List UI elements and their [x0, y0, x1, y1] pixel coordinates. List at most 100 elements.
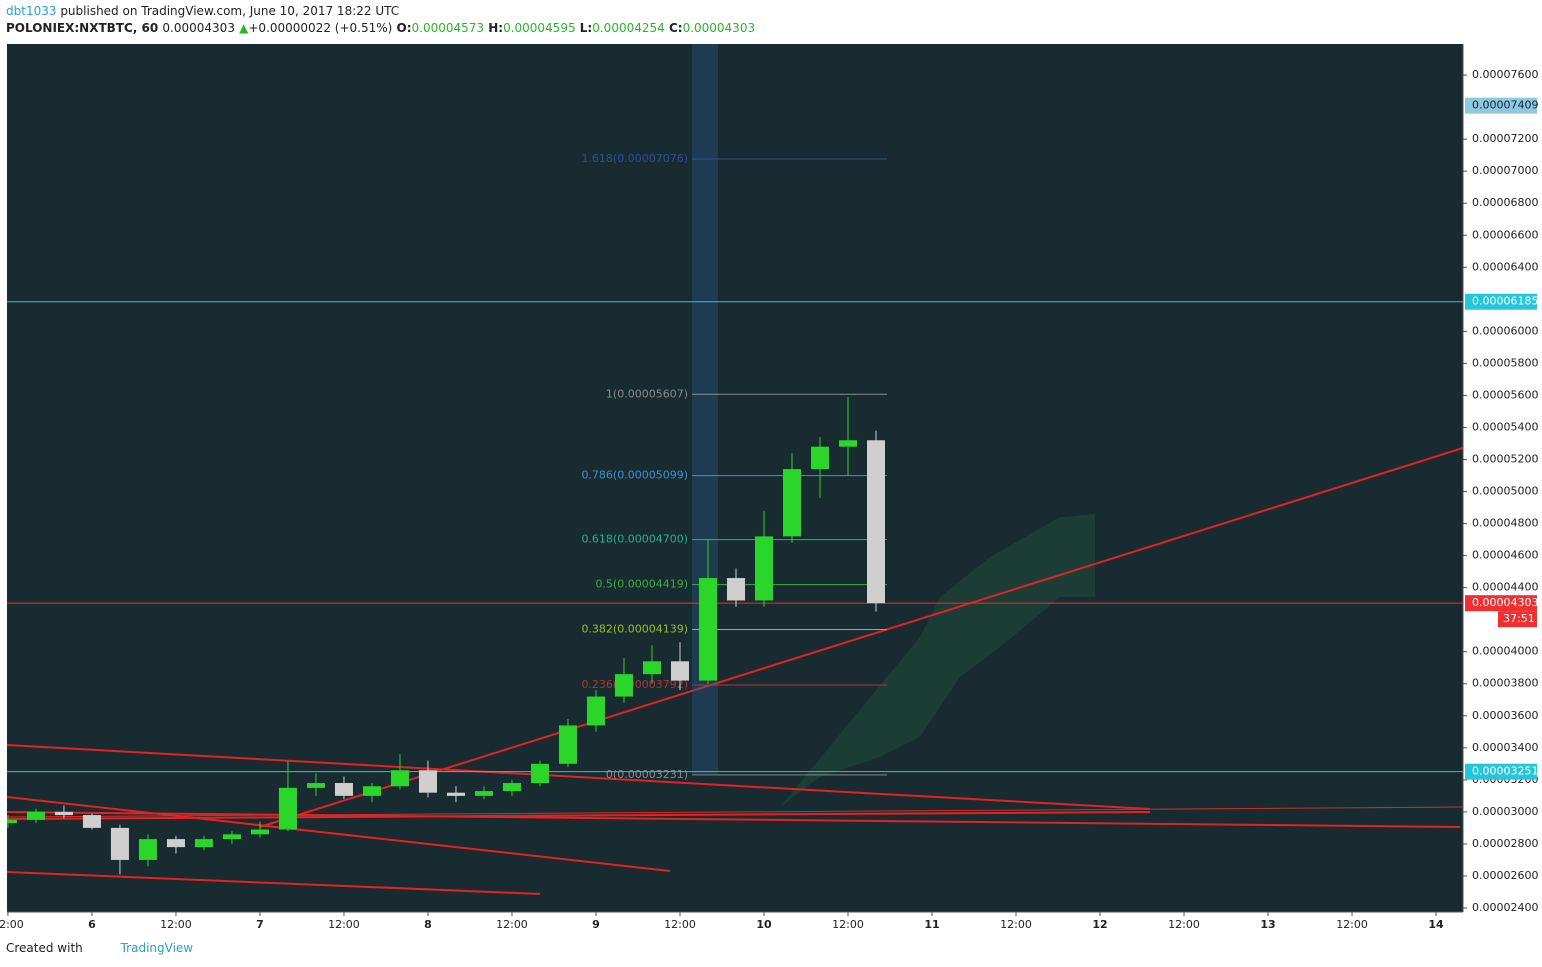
x-tick-label: 12:00 — [832, 918, 864, 931]
l: 0.00004254 — [592, 21, 665, 35]
y-tick-label: 0.00005800 — [1472, 356, 1538, 369]
y-tick-label: 0.00006800 — [1472, 196, 1538, 209]
y-tick-label: 0.00005400 — [1472, 420, 1538, 433]
trend-line — [7, 811, 1151, 820]
candle-body — [670, 661, 689, 681]
fib-label: 1(0.00005607) — [606, 387, 688, 400]
x-tick-label: 12:00 — [160, 918, 192, 931]
y-tick-label: 0.00002600 — [1472, 869, 1538, 882]
candle-body — [110, 827, 129, 860]
l-label: L: — [579, 21, 593, 35]
candle-body — [614, 674, 633, 697]
price-tag-label: 0.00006185 — [1472, 295, 1538, 308]
fib-label: 1.618(0.00007076) — [581, 152, 688, 165]
x-tick-label: 11 — [924, 918, 939, 931]
x-tick-label: 7 — [256, 918, 264, 931]
last: 0.00004303 — [162, 21, 235, 35]
price-tag — [1465, 763, 1537, 780]
chart: 1.618(0.00007076) 1(0.00005607) 0.786(0.00… — [0, 44, 1538, 931]
published: published on TradingView.com, June 10, 2… — [60, 4, 400, 18]
candle-body — [82, 815, 101, 828]
y-tick-label: 0.00006600 — [1472, 228, 1538, 241]
fib-label: 0.786(0.00005099) — [581, 469, 688, 482]
y-tick-label: 0.00007000 — [1472, 164, 1538, 177]
x-tick-label: 6 — [88, 918, 96, 931]
y-tick-label: 0.00003400 — [1472, 741, 1538, 754]
y-tick-label: 0.00002800 — [1472, 837, 1538, 850]
y-tick-label: 0.00006000 — [1472, 324, 1538, 337]
candle-body — [26, 811, 45, 820]
trend-line — [7, 811, 1461, 828]
trend-line — [7, 744, 1151, 810]
price-tag-label: 0.00003251 — [1472, 765, 1538, 778]
x-tick-label: 12:00 — [664, 918, 696, 931]
y-tick-label: 0.00007600 — [1472, 68, 1538, 81]
candle-body — [474, 791, 493, 796]
price-tag — [1465, 595, 1537, 612]
candle-body — [138, 839, 157, 860]
publish-line: dbt1033 published on TradingView.com, Ju… — [6, 4, 399, 18]
fib-label: 0.618(0.00004700) — [581, 533, 688, 546]
y-tick-label: 0.00005000 — [1472, 485, 1538, 498]
countdown: 37:51 — [1503, 612, 1535, 625]
trend-line — [259, 447, 1463, 828]
candle-body — [306, 783, 325, 788]
y-tick-label: 0.00002400 — [1472, 901, 1538, 914]
candle-body — [810, 446, 829, 470]
candle-body — [390, 770, 409, 787]
y-tick-label: 0.00004600 — [1472, 549, 1538, 562]
h: 0.00004595 — [503, 21, 576, 35]
y-tick-label: 0.00005600 — [1472, 388, 1538, 401]
candle-body — [867, 440, 886, 604]
x-tick-label: 12:00 — [496, 918, 528, 931]
user[interactable]: dbt1033 — [6, 4, 57, 18]
x-tick-label: 12:00 — [0, 918, 24, 931]
x-tick-label: 8 — [424, 918, 432, 931]
price-tag-label: 0.00004303 — [1472, 596, 1538, 609]
o: 0.00004573 — [411, 21, 485, 35]
y-tick-label: 0.00004800 — [1472, 517, 1538, 530]
x-tick-label: 13 — [1260, 918, 1275, 931]
candle-body — [54, 811, 73, 816]
symbol: POLONIEX:NXTBTC, 60 — [6, 21, 159, 35]
plot-area — [7, 44, 1463, 912]
candle-body — [558, 725, 577, 764]
y-tick-label: 0.00005200 — [1472, 452, 1538, 465]
x-tick-label: 12:00 — [328, 918, 360, 931]
c: 0.00004303 — [682, 21, 756, 35]
price-tag — [1465, 97, 1537, 114]
change: +0.00000022 (+0.51%) — [248, 21, 393, 35]
fib-label: 0(0.00003231) — [606, 768, 688, 781]
candle-body — [586, 696, 605, 726]
y-tick-label: 0.00004400 — [1472, 581, 1538, 594]
x-tick-label: 10 — [756, 918, 772, 931]
x-tick-label: 12:00 — [1336, 918, 1368, 931]
x-tick-label: 12:00 — [1168, 918, 1200, 931]
fib-label: 0.5(0.00004419) — [595, 578, 688, 591]
plot: 1.618(0.00007076) 1(0.00005607) 0.786(0.00… — [7, 44, 1463, 895]
candle-body — [446, 792, 465, 796]
candle-body — [642, 661, 661, 675]
x-tick-label: 12 — [1092, 918, 1107, 931]
price-tag — [1465, 293, 1537, 310]
x-tick-label: 12:00 — [1000, 918, 1032, 931]
candle-body — [530, 763, 549, 784]
price-tag-label: 0.00007409 — [1472, 99, 1538, 112]
y-tick-label: 0.00006400 — [1472, 260, 1538, 273]
candle-body — [7, 819, 17, 824]
brand[interactable]: TradingView — [120, 941, 194, 955]
candle-body — [782, 469, 801, 537]
y-tick-label: 0.00007200 — [1472, 132, 1538, 145]
h-label: H: — [488, 21, 504, 35]
footer: Created with TradingView — [6, 941, 193, 955]
candle-body — [334, 783, 353, 796]
candle-body — [278, 787, 297, 830]
trend-line — [7, 796, 671, 872]
x-tick-label: 14 — [1428, 918, 1444, 931]
candle-body — [839, 440, 858, 447]
y-tick-label: 0.00003600 — [1472, 709, 1538, 722]
y-tick-label: 0.00003000 — [1472, 805, 1538, 818]
candle-body — [418, 770, 437, 793]
candle-body — [194, 839, 213, 848]
